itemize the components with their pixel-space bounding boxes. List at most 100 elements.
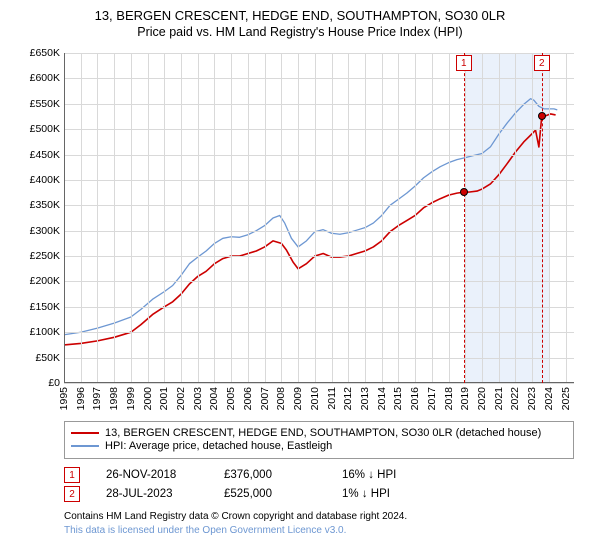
y-tick-label: £100K xyxy=(30,326,60,338)
gridline-v xyxy=(114,53,115,383)
annotation-marker: 1 xyxy=(64,467,80,483)
footer-line1: Contains HM Land Registry data © Crown c… xyxy=(64,510,574,524)
y-tick-label: £350K xyxy=(30,199,60,211)
y-tick-label: £400K xyxy=(30,174,60,186)
annotation-row: 126-NOV-2018£376,00016% ↓ HPI xyxy=(64,467,574,483)
marker-vline xyxy=(464,53,465,383)
x-tick-label: 2017 xyxy=(426,387,438,410)
x-tick-label: 2024 xyxy=(543,387,555,410)
y-tick-label: £550K xyxy=(30,98,60,110)
x-tick-label: 2019 xyxy=(459,387,471,410)
marker-box: 1 xyxy=(456,55,472,71)
gridline-v xyxy=(499,53,500,383)
x-tick-label: 2009 xyxy=(292,387,304,410)
gridline-v xyxy=(181,53,182,383)
gridline-h xyxy=(64,205,574,206)
gridline-v xyxy=(298,53,299,383)
gridline-v xyxy=(449,53,450,383)
gridline-h xyxy=(64,53,574,54)
x-tick-label: 1996 xyxy=(75,387,87,410)
chart-title: 13, BERGEN CRESCENT, HEDGE END, SOUTHAMP… xyxy=(18,8,582,23)
y-axis: £0£50K£100K£150K£200K£250K£300K£350K£400… xyxy=(18,53,64,383)
gridline-v xyxy=(97,53,98,383)
x-tick-label: 2002 xyxy=(175,387,187,410)
gridline-v xyxy=(148,53,149,383)
x-tick-label: 1995 xyxy=(58,387,70,410)
gridline-v xyxy=(398,53,399,383)
x-axis: 1995199619971998199920002001200220032004… xyxy=(64,383,574,413)
gridline-v xyxy=(465,53,466,383)
gridline-h xyxy=(64,358,574,359)
x-tick-label: 2005 xyxy=(225,387,237,410)
legend-label: HPI: Average price, detached house, East… xyxy=(105,440,332,452)
annotation-price: £376,000 xyxy=(224,469,316,481)
gridline-v xyxy=(482,53,483,383)
x-tick-label: 2015 xyxy=(392,387,404,410)
footer: Contains HM Land Registry data © Crown c… xyxy=(64,510,574,537)
x-tick-label: 2012 xyxy=(342,387,354,410)
x-tick-label: 2011 xyxy=(326,387,338,410)
x-tick-label: 2004 xyxy=(208,387,220,410)
x-tick-label: 2008 xyxy=(275,387,287,410)
chart-container: 13, BERGEN CRESCENT, HEDGE END, SOUTHAMP… xyxy=(0,0,600,560)
gridline-v xyxy=(549,53,550,383)
x-tick-label: 2001 xyxy=(158,387,170,410)
chart: £0£50K£100K£150K£200K£250K£300K£350K£400… xyxy=(18,45,582,415)
y-tick-label: £200K xyxy=(30,275,60,287)
legend-swatch xyxy=(71,445,99,447)
gridline-v xyxy=(365,53,366,383)
gridline-v xyxy=(131,53,132,383)
gridline-v xyxy=(198,53,199,383)
annotation-diff: 1% ↓ HPI xyxy=(342,488,434,500)
annotation-date: 28-JUL-2023 xyxy=(106,488,198,500)
x-tick-label: 2013 xyxy=(359,387,371,410)
chart-lines xyxy=(64,53,574,383)
x-tick-label: 2020 xyxy=(476,387,488,410)
x-tick-label: 2003 xyxy=(192,387,204,410)
gridline-h xyxy=(64,231,574,232)
x-tick-label: 1997 xyxy=(91,387,103,410)
gridline-v xyxy=(265,53,266,383)
annotation-marker: 2 xyxy=(64,486,80,502)
marker-box: 2 xyxy=(534,55,550,71)
gridline-h xyxy=(64,180,574,181)
y-tick-label: £600K xyxy=(30,72,60,84)
gridline-v xyxy=(81,53,82,383)
y-tick-label: £150K xyxy=(30,301,60,313)
x-tick-label: 2018 xyxy=(443,387,455,410)
legend-row: HPI: Average price, detached house, East… xyxy=(71,440,567,452)
gridline-v xyxy=(281,53,282,383)
x-tick-label: 2014 xyxy=(376,387,388,410)
gridline-h xyxy=(64,307,574,308)
x-tick-label: 2025 xyxy=(560,387,572,410)
annotation-price: £525,000 xyxy=(224,488,316,500)
gridline-v xyxy=(415,53,416,383)
gridline-v xyxy=(348,53,349,383)
x-tick-label: 2006 xyxy=(242,387,254,410)
legend-row: 13, BERGEN CRESCENT, HEDGE END, SOUTHAMP… xyxy=(71,427,567,439)
marker-dot xyxy=(538,112,546,120)
footer-line2: This data is licensed under the Open Gov… xyxy=(64,524,574,538)
annotation-diff: 16% ↓ HPI xyxy=(342,469,434,481)
y-tick-label: £300K xyxy=(30,225,60,237)
gridline-v xyxy=(566,53,567,383)
x-tick-label: 2022 xyxy=(509,387,521,410)
annotation-table: 126-NOV-2018£376,00016% ↓ HPI228-JUL-202… xyxy=(64,467,574,502)
legend: 13, BERGEN CRESCENT, HEDGE END, SOUTHAMP… xyxy=(64,421,574,459)
x-tick-label: 2021 xyxy=(493,387,505,410)
gridline-h xyxy=(64,129,574,130)
gridline-h xyxy=(64,104,574,105)
x-tick-label: 1998 xyxy=(108,387,120,410)
x-tick-label: 1999 xyxy=(125,387,137,410)
annotation-row: 2 28-JUL-2023 £525,000 1% ↓ HPI xyxy=(64,486,574,502)
gridline-h xyxy=(64,332,574,333)
legend-label: 13, BERGEN CRESCENT, HEDGE END, SOUTHAMP… xyxy=(105,427,541,439)
legend-swatch xyxy=(71,432,99,434)
y-tick-label: £650K xyxy=(30,47,60,59)
gridline-v xyxy=(231,53,232,383)
gridline-h xyxy=(64,256,574,257)
gridline-h xyxy=(64,78,574,79)
plot-area: 12 xyxy=(64,53,574,383)
y-tick-label: £500K xyxy=(30,123,60,135)
x-tick-label: 2000 xyxy=(142,387,154,410)
